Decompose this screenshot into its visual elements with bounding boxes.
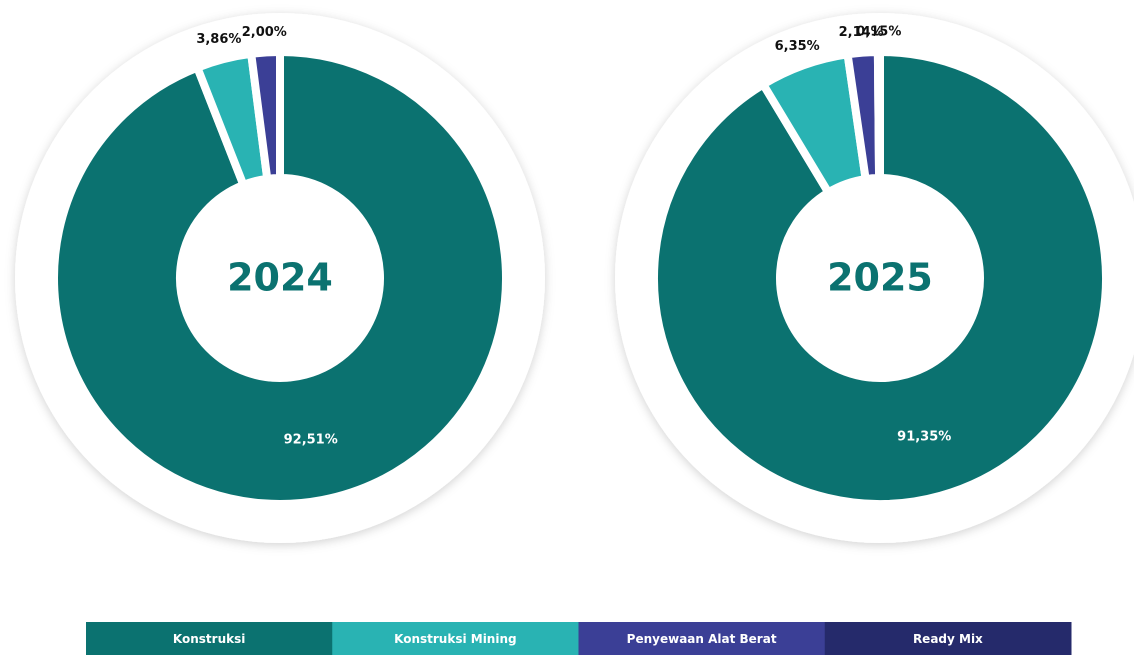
- value-label: 6,35%: [775, 39, 820, 54]
- legend-swatch: [578, 622, 826, 655]
- legend-swatch: [332, 622, 579, 655]
- donut-segment: [246, 47, 284, 184]
- chart-title: 2024: [227, 256, 333, 300]
- legend-label: Ready Mix: [913, 632, 983, 646]
- value-label: 2,00%: [242, 25, 287, 40]
- value-label: 2,14%: [839, 25, 884, 40]
- legend-label: Konstruksi Mining: [394, 632, 516, 646]
- donut-segment: [873, 47, 884, 183]
- donut-segment: [650, 47, 1110, 508]
- value-label: 91,35%: [897, 429, 951, 444]
- value-label: 92,51%: [284, 433, 338, 448]
- legend-label: Konstruksi: [173, 632, 245, 646]
- legend-swatch: [824, 622, 1072, 655]
- value-label: 0,15%: [856, 25, 901, 40]
- value-label: 3,86%: [196, 32, 241, 47]
- chart-title: 2025: [827, 256, 933, 300]
- donut-segment: [50, 47, 510, 508]
- legend-swatch: [86, 622, 333, 655]
- legend-label: Penyewaan Alat Berat: [627, 632, 777, 646]
